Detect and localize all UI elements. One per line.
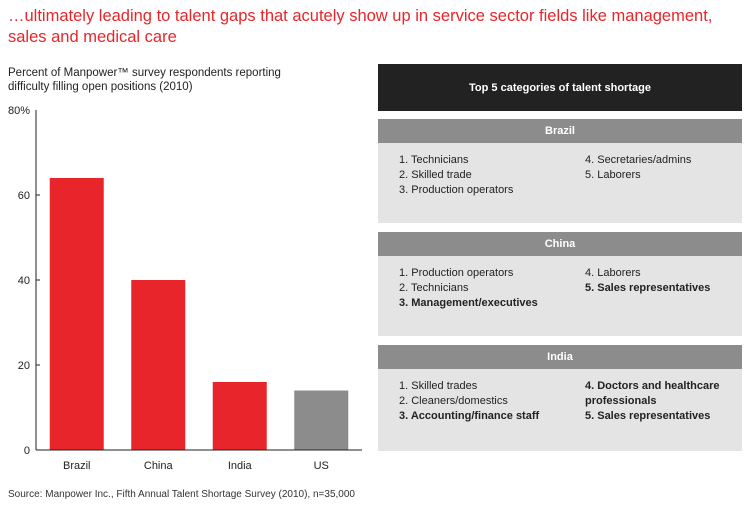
source-note: Source: Manpower Inc., Fifth Annual Tale… [8, 489, 355, 500]
list-item: 2. Cleaners/domestics [399, 395, 508, 407]
india-right-list: 4. Doctors and healthcare professionals … [585, 379, 720, 424]
country-name: China [544, 238, 576, 250]
bar-brazil [49, 178, 104, 450]
country-box-brazil: 1. Technicians 2. Skilled trade 3. Produ… [378, 143, 742, 223]
country-name: India [547, 351, 573, 363]
list-item: 4. Laborers [585, 267, 641, 279]
country-band-china: China [378, 232, 742, 256]
list-item: 1. Production operators [399, 267, 514, 279]
list-item: 5. Sales representatives [585, 410, 711, 422]
list-item: 4. Doctors and healthcare professionals [585, 380, 720, 407]
country-name: Brazil [545, 125, 575, 137]
list-item: 5. Laborers [585, 169, 641, 181]
brazil-left-list: 1. Technicians 2. Skilled trade 3. Produ… [399, 153, 513, 198]
y-tick-label: 20 [18, 360, 30, 372]
bar-india [212, 382, 267, 450]
table-title: Top 5 categories of talent shortage [469, 81, 651, 94]
list-item: 2. Technicians [399, 282, 469, 294]
country-band-india: India [378, 345, 742, 369]
list-item: 4. Secretaries/admins [585, 154, 692, 166]
country-box-india: 1. Skilled trades 2. Cleaners/domestics … [378, 369, 742, 451]
x-tick-label: India [228, 460, 253, 472]
headline: …ultimately leading to talent gaps that … [8, 7, 713, 46]
country-box-china: 1. Production operators 2. Technicians 3… [378, 256, 742, 336]
list-item: 1. Technicians [399, 154, 469, 166]
x-tick-label: US [314, 460, 329, 472]
bar-us [294, 390, 349, 450]
list-item: 3. Production operators [399, 184, 514, 196]
x-tick-label: China [144, 460, 174, 472]
china-right-list: 4. Laborers 5. Sales representatives [585, 266, 710, 296]
bar-china [131, 280, 186, 450]
brazil-right-list: 4. Secretaries/admins 5. Laborers [585, 153, 691, 183]
china-left-list: 1. Production operators 2. Technicians 3… [399, 266, 538, 311]
india-left-list: 1. Skilled trades 2. Cleaners/domestics … [399, 379, 539, 424]
list-item: 3. Accounting/finance staff [399, 410, 540, 422]
country-band-brazil: Brazil [378, 119, 742, 143]
bar-chart: 80% 0 20 40 60 Brazil China India US [8, 105, 362, 472]
y-tick-label-top: 80% [8, 105, 30, 117]
x-tick-label: Brazil [63, 460, 91, 472]
list-item: 1. Skilled trades [399, 380, 478, 392]
list-item: 2. Skilled trade [399, 169, 472, 181]
list-item: 3. Management/executives [399, 297, 538, 309]
table-header: Top 5 categories of talent shortage [378, 64, 742, 111]
chart-subtitle: Percent of Manpower™ survey respondents … [8, 67, 281, 93]
y-tick-label: 60 [18, 190, 30, 202]
y-tick-label: 40 [18, 275, 30, 287]
list-item: 5. Sales representatives [585, 282, 711, 294]
y-tick-label: 0 [24, 445, 30, 457]
